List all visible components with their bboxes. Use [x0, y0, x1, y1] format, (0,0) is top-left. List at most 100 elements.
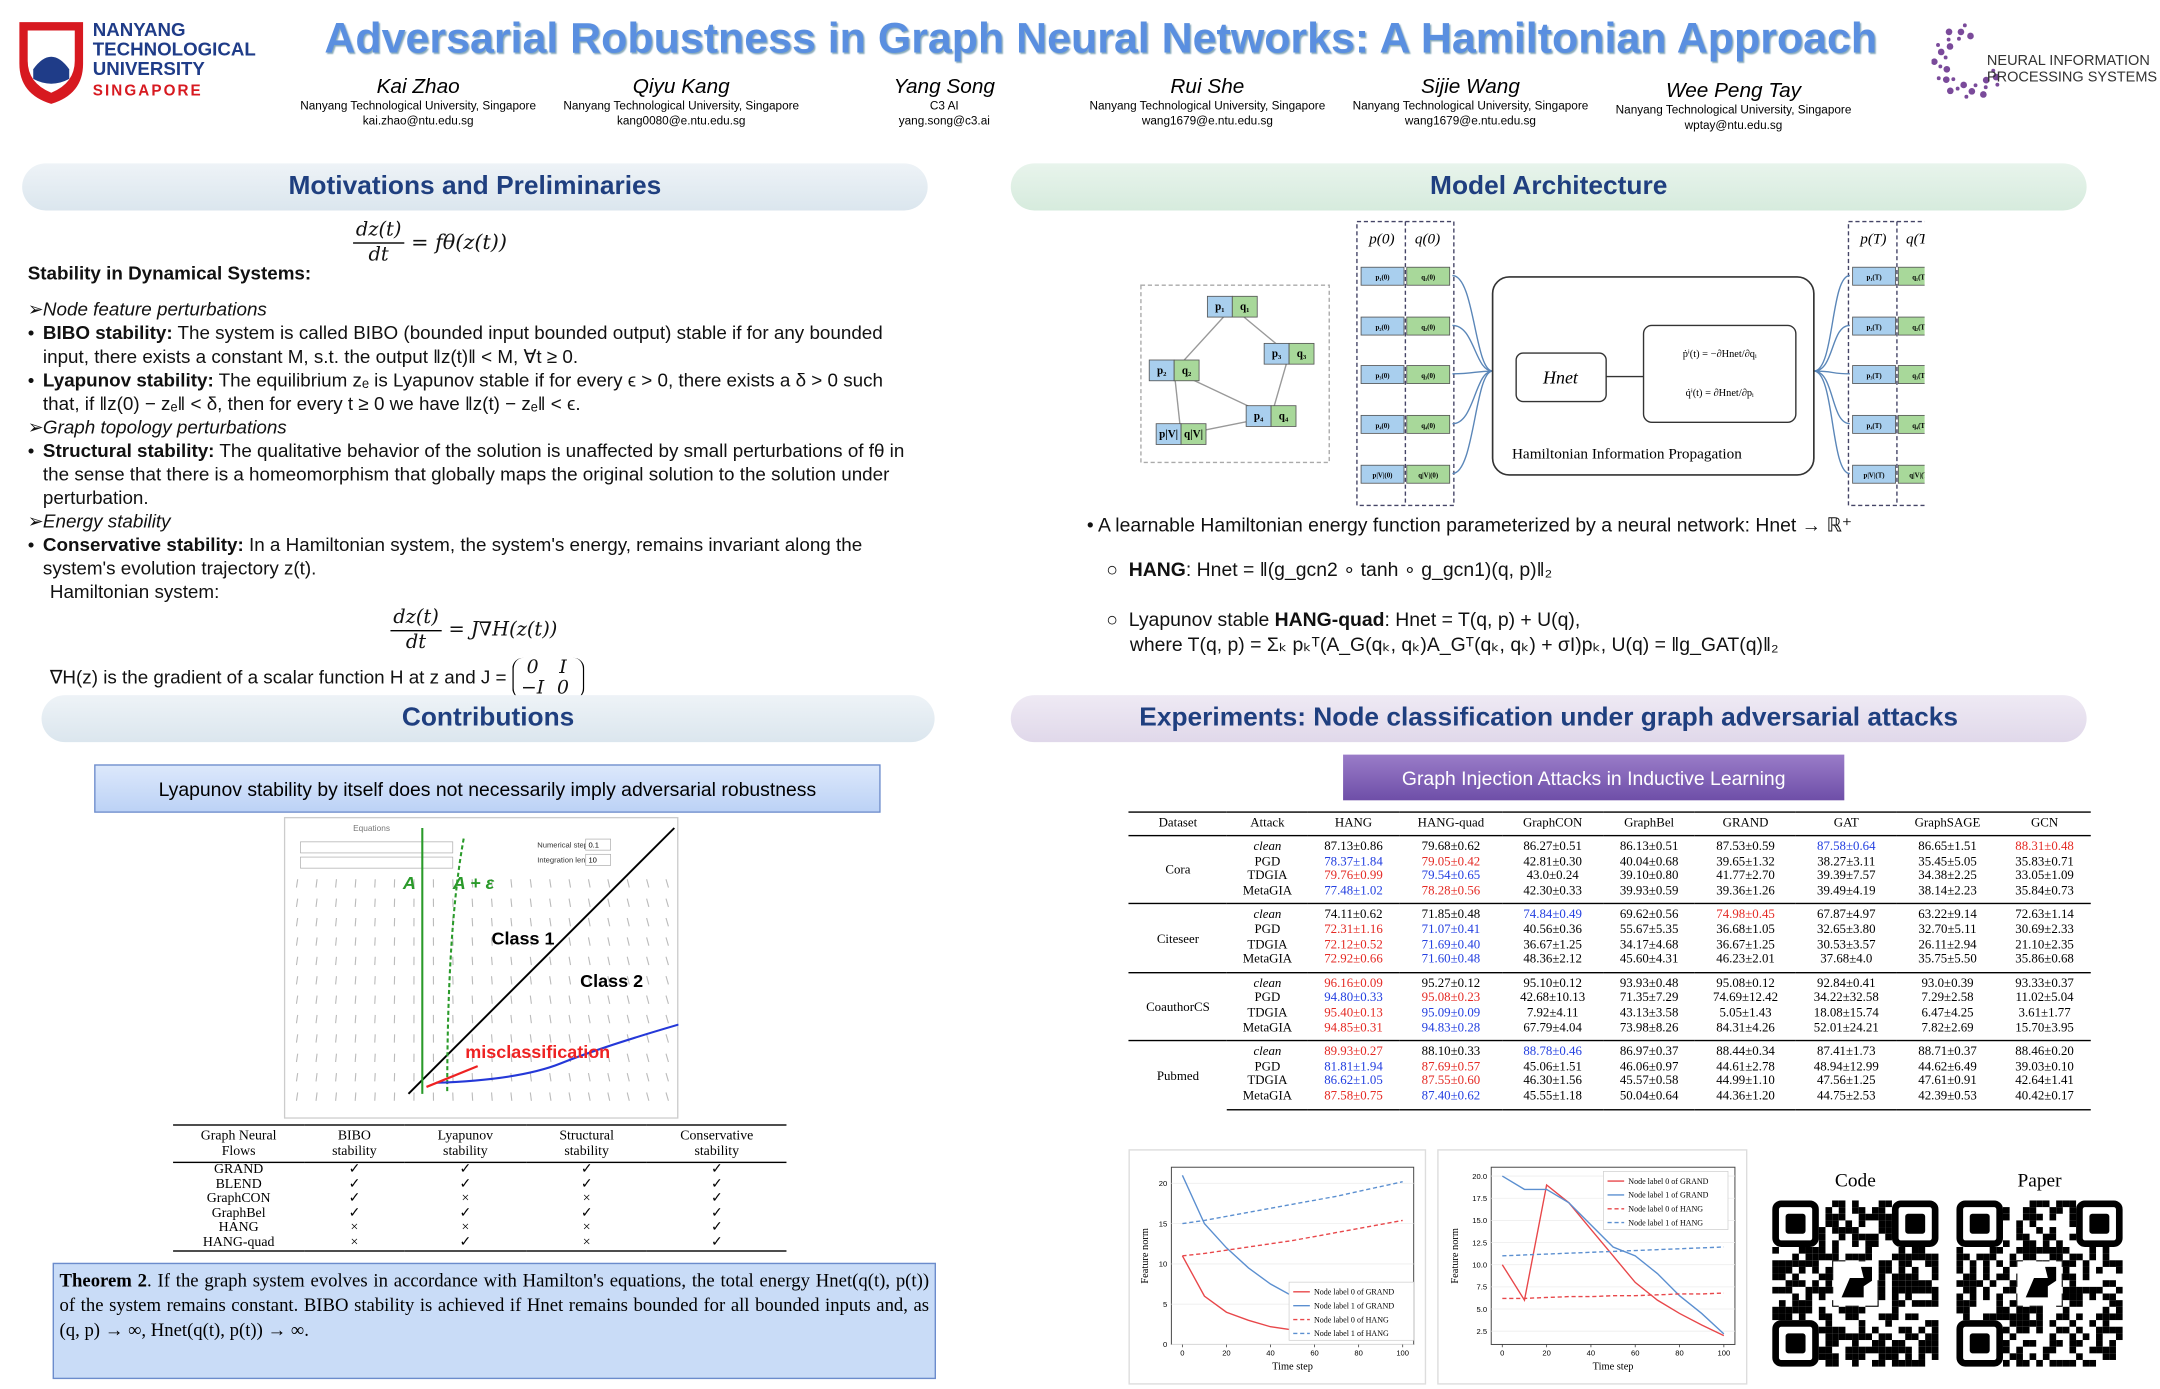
- qr-cell: [1885, 1227, 1892, 1234]
- row: CoauthorCS clean 96.16±0.09 95.27±0.12 95.10…: [1128, 971, 2091, 1041]
- result-cell: 88.71±0.37: [1896, 1040, 1999, 1061]
- qr-cell: [1963, 1253, 1970, 1261]
- field-arrow: [549, 937, 552, 946]
- logo-dot: [1946, 37, 1951, 42]
- qr-cell: [1905, 1359, 1912, 1367]
- qr-cell: [1858, 1353, 1866, 1360]
- y-tick-label: 10: [1159, 1260, 1167, 1269]
- qr-cell: [2049, 1253, 2057, 1261]
- qr-cell: [2096, 1313, 2103, 1321]
- logo-dot: [1955, 86, 1960, 91]
- qr-cell: [1798, 1313, 1806, 1321]
- qr-cell: [2096, 1266, 2103, 1274]
- bullet: Conservative stability: In a Hamiltonian…: [28, 533, 921, 580]
- qr-cell: [1858, 1320, 1866, 1327]
- equation-box: [1642, 324, 1797, 423]
- result-cell: 36.68±1.05: [1716, 923, 1775, 938]
- logo-dot: [1983, 85, 1988, 90]
- stability-mark: ✓: [580, 1176, 593, 1192]
- field-arrow: [335, 1014, 338, 1024]
- qr-cell: [2049, 1213, 2057, 1221]
- result-cell: 74.98±0.45: [1695, 903, 1796, 924]
- result-cell: 78.28±0.56: [1421, 884, 1481, 899]
- qr-cell: [1852, 1353, 1859, 1360]
- qr-cell: [1878, 1293, 1886, 1301]
- qr-cell: [1858, 1207, 1866, 1214]
- result-cell: 72.92±0.66: [1324, 952, 1383, 967]
- column-header: GRAND: [1695, 811, 1796, 837]
- qr-cell: [2102, 1346, 2110, 1354]
- logo-dot: [1936, 76, 1941, 81]
- node-q: q₃: [1297, 348, 1307, 360]
- qr-cell: [1792, 1306, 1799, 1314]
- qr-cell: [1832, 1253, 1839, 1261]
- arrow: [1452, 370, 1493, 375]
- field-arrow: [510, 937, 513, 946]
- qr-cell: [2069, 1346, 2077, 1354]
- field-arrow: [587, 976, 591, 985]
- field-arrow: [490, 956, 493, 966]
- qr-cell: [1911, 1266, 1919, 1274]
- qr-cell: [1963, 1273, 1970, 1281]
- qr-cell: [2049, 1227, 2057, 1234]
- qr-cell: [1911, 1313, 1919, 1321]
- qr-cell: [2102, 1306, 2110, 1314]
- logo-text: NEURAL INFORMATION: [1987, 53, 2150, 69]
- qr-cell: [1878, 1353, 1886, 1360]
- result-cell: 45.06±1.51: [1523, 1060, 1582, 1075]
- qr-cell: [2009, 1286, 2017, 1294]
- stability-mark: ✓: [348, 1176, 361, 1192]
- qr-cell: [2102, 1353, 2110, 1360]
- row: HANG-quad × ✓ × ✓: [173, 1235, 787, 1252]
- block-label: Hamiltonian Information Propagation: [1512, 445, 1742, 462]
- qr-cell: [1852, 1313, 1859, 1321]
- neurips-logo: NEURAL INFORMATION PROCESSING SYSTEMS: [1931, 23, 2157, 99]
- qr-cell: [1838, 1200, 1846, 1208]
- y-tick-label: 5.0: [1476, 1305, 1487, 1314]
- qr-cell: [1778, 1286, 1786, 1294]
- result-cell: 30.69±2.33: [2015, 923, 2074, 938]
- field-arrow: [665, 995, 669, 1005]
- qr-cell: [2036, 1359, 2043, 1367]
- stability-mark: ✓: [710, 1176, 723, 1192]
- qr-cell: [2016, 1246, 2023, 1254]
- qr-cell: [2049, 1333, 2057, 1341]
- author-name: Rui She: [1170, 74, 1245, 99]
- x-tick-label: 100: [1396, 1349, 1409, 1358]
- model-name: GraphCON: [206, 1190, 271, 1206]
- qr-cell: [1969, 1266, 1977, 1274]
- qr-cell: [1996, 1313, 2003, 1321]
- node-p: p|V|: [1159, 429, 1178, 441]
- qr-cell: [1852, 1233, 1859, 1241]
- qr-cell: [1825, 1320, 1833, 1327]
- logo-dot: [1951, 77, 1956, 82]
- qr-label: Code: [1835, 1171, 1876, 1192]
- qr-cell: [2102, 1293, 2110, 1301]
- qr-cell: [1825, 1326, 1833, 1334]
- qr-cell: [2029, 1306, 2037, 1314]
- bullet: Structural stability: The qualitative be…: [28, 439, 921, 510]
- result-cell: 48.36±2.12: [1523, 952, 1582, 967]
- author-affiliation: Nanyang Technological University, Singap…: [1615, 102, 1852, 117]
- qr-cell: [2002, 1286, 2010, 1294]
- fraction: dz(t) dt: [390, 606, 442, 654]
- state-p-box: [1852, 365, 1896, 384]
- theorem-text: . If the graph system evolves in accorda…: [59, 1269, 930, 1341]
- field-arrow: [607, 976, 611, 985]
- node-q-box: [1288, 342, 1315, 365]
- gradient-note: ∇H(z) is the gradient of a scalar functi…: [28, 657, 921, 700]
- qr-cell: [2102, 1280, 2110, 1287]
- field-arrow: [587, 1053, 591, 1063]
- y-axis-label: Feature norm: [1450, 1228, 1461, 1284]
- qr-cell: [1891, 1313, 1899, 1321]
- field-arrow: [354, 995, 357, 1004]
- column-header: HANG: [1307, 811, 1400, 837]
- qr-cell: [1871, 1233, 1879, 1241]
- field-arrow: [295, 976, 299, 985]
- banner: Lyapunov stability by itself does not ne…: [94, 764, 881, 813]
- qr-cell: [1852, 1227, 1859, 1234]
- result-cell: 38.14±2.23: [1918, 884, 1977, 899]
- y-tick-label: 15: [1159, 1219, 1167, 1228]
- equation: q̇ⁱ(t) = ∂Hnet/∂pᵢ: [1686, 388, 1754, 399]
- field-arrow: [549, 976, 552, 985]
